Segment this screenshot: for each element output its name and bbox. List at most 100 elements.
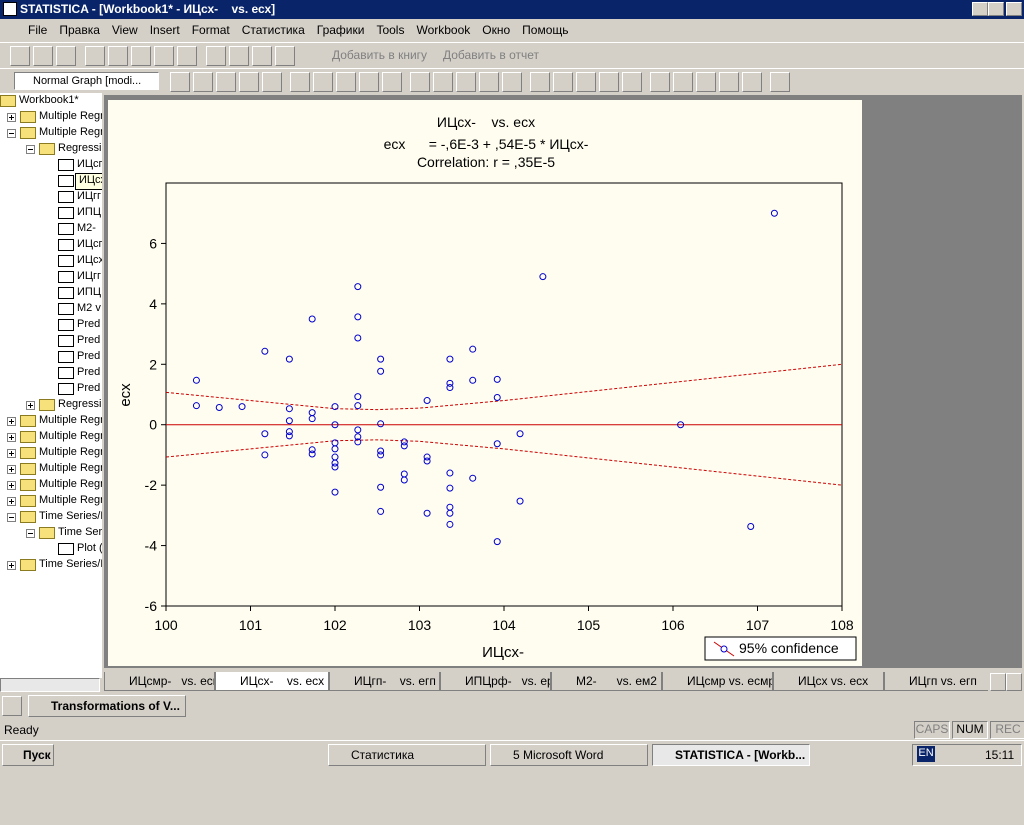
toolbar-button[interactable] (456, 72, 476, 92)
toolbar-button[interactable] (599, 72, 619, 92)
toolbar-button[interactable] (131, 46, 151, 66)
tree-item[interactable]: ИЦсх (77, 254, 102, 266)
tree-item[interactable]: ИЦгг (77, 190, 102, 202)
tree-item[interactable]: ИЦсг (77, 238, 102, 250)
tab-scroll-right[interactable] (1006, 673, 1022, 691)
menu-item[interactable]: Workbook (416, 23, 471, 37)
tree-item[interactable]: Multiple Regr (39, 126, 102, 138)
toolbar-button[interactable] (770, 72, 790, 92)
toolbar-button[interactable] (10, 46, 30, 66)
tree-item[interactable]: Plot ( (77, 542, 102, 554)
toolbar-button[interactable] (290, 72, 310, 92)
tree-item[interactable]: Multiple Regr (39, 430, 102, 442)
toolbar-button[interactable] (262, 72, 282, 92)
tree-item[interactable]: ИПЦ (77, 206, 101, 218)
toolbar-button[interactable] (229, 46, 249, 66)
toolbar-button[interactable] (359, 72, 379, 92)
toolbar-button[interactable] (252, 46, 272, 66)
tree-item[interactable]: Pred (77, 350, 101, 362)
tree-item[interactable]: Time Series/F (39, 510, 102, 522)
toolbar-button[interactable] (177, 46, 197, 66)
task-button[interactable]: Статистика (328, 744, 486, 766)
toolbar-button[interactable] (576, 72, 596, 92)
tree-item[interactable]: Multiple Regr (39, 446, 102, 458)
add-to-book[interactable]: Добавить в книгу (332, 48, 428, 62)
toolbar-button[interactable] (170, 72, 190, 92)
menu-item[interactable]: Insert (149, 23, 180, 37)
toolbar-button[interactable] (479, 72, 499, 92)
menu-item[interactable]: Статистика (241, 23, 305, 37)
start-button[interactable]: Пуск (2, 744, 54, 766)
tree-item[interactable]: Pred (77, 382, 101, 394)
tree-scrollbar[interactable] (0, 678, 100, 692)
tree-item[interactable]: Pred (77, 334, 101, 346)
toolbar-button[interactable] (85, 46, 105, 66)
tree-item[interactable]: Regressi (58, 398, 102, 410)
graph-tab[interactable]: ИПЦрф- vs. ерф (440, 672, 551, 691)
language[interactable]: EN (917, 746, 935, 762)
toolbar-button[interactable] (553, 72, 573, 92)
toolbar-button[interactable] (433, 72, 453, 92)
graph-style-select[interactable]: Normal Graph [modi... (14, 72, 159, 90)
toolbar-button[interactable] (154, 46, 174, 66)
menu-item[interactable]: File (28, 23, 48, 37)
toolbar-button[interactable] (622, 72, 642, 92)
tree-item[interactable]: Time Ser (58, 526, 102, 538)
graph-tab[interactable]: ИЦгп- vs. егп (329, 672, 440, 691)
task-button[interactable]: STATISTICA - [Workb... (652, 744, 810, 766)
add-to-report[interactable]: Добавить в отчет (443, 48, 540, 62)
toolbar-button[interactable] (56, 46, 76, 66)
graph-tab[interactable]: ИЦгп vs. егп (884, 672, 988, 691)
toolbar-button[interactable] (33, 46, 53, 66)
menu-item[interactable]: View (111, 23, 138, 37)
toolbar-button[interactable] (206, 46, 226, 66)
toolbar-button[interactable] (336, 72, 356, 92)
graph-tab[interactable]: ИЦсмр- vs. есмр (104, 672, 215, 691)
tree-item[interactable]: Multiple Regr (39, 414, 102, 426)
tree-item[interactable]: Time Series/F (39, 558, 102, 570)
menu-item[interactable]: Правка (59, 23, 100, 37)
graph-tab[interactable]: ИЦсмр vs. есмр (662, 672, 773, 691)
maximize-button[interactable] (988, 2, 1004, 16)
minimize-button[interactable] (972, 2, 988, 16)
tree-item[interactable]: Multiple Regr (39, 494, 102, 506)
menu-item[interactable]: Format (191, 23, 230, 37)
toolbar-button[interactable] (650, 72, 670, 92)
tree-item[interactable]: Workbook1* (19, 94, 79, 106)
toolbar-button[interactable] (410, 72, 430, 92)
menu-item[interactable]: Tools (376, 23, 405, 37)
toolbar-button[interactable] (239, 72, 259, 92)
tree-item[interactable]: Pred (77, 318, 101, 330)
graph-tab[interactable]: ИЦсх vs. есх (773, 672, 884, 691)
tree-item[interactable]: ИПЦ (77, 286, 101, 298)
tree-item[interactable]: М2- (77, 222, 96, 234)
tree-item[interactable]: М2 v (77, 302, 101, 314)
tree-item[interactable]: Regressi (58, 142, 102, 154)
tree-item[interactable]: Multiple Regr (39, 110, 102, 122)
window-icon[interactable] (2, 696, 22, 716)
toolbar-button[interactable] (502, 72, 522, 92)
menu-item[interactable]: Окно (482, 23, 511, 37)
close-button[interactable] (1006, 2, 1022, 16)
toolbar-button[interactable] (696, 72, 716, 92)
toolbar-button[interactable] (673, 72, 693, 92)
task-button[interactable]: 5 Microsoft Word (490, 744, 648, 766)
toolbar-button[interactable] (742, 72, 762, 92)
toolbar-button[interactable] (108, 46, 128, 66)
toolbar-button[interactable] (193, 72, 213, 92)
toolbar-button[interactable] (216, 72, 236, 92)
toolbar-button[interactable] (275, 46, 295, 66)
tab-scroll-left[interactable] (990, 673, 1006, 691)
toolbar-button[interactable] (530, 72, 550, 92)
toolbar-button[interactable] (382, 72, 402, 92)
minimized-window[interactable]: Transformations of V... (28, 695, 186, 717)
tree-item[interactable]: Multiple Regr (39, 462, 102, 474)
tree-item[interactable]: ИЦгг (77, 270, 102, 282)
graph-tab[interactable]: ИЦсх- vs. есх (215, 672, 329, 691)
toolbar-button[interactable] (313, 72, 333, 92)
menu-item[interactable]: Графики (316, 23, 365, 37)
tree-item[interactable]: ИЦсг (77, 158, 102, 170)
toolbar-button[interactable] (719, 72, 739, 92)
graph-tab[interactable]: М2- vs. ем2 (551, 672, 662, 691)
menu-item[interactable]: Помощь (522, 23, 569, 37)
